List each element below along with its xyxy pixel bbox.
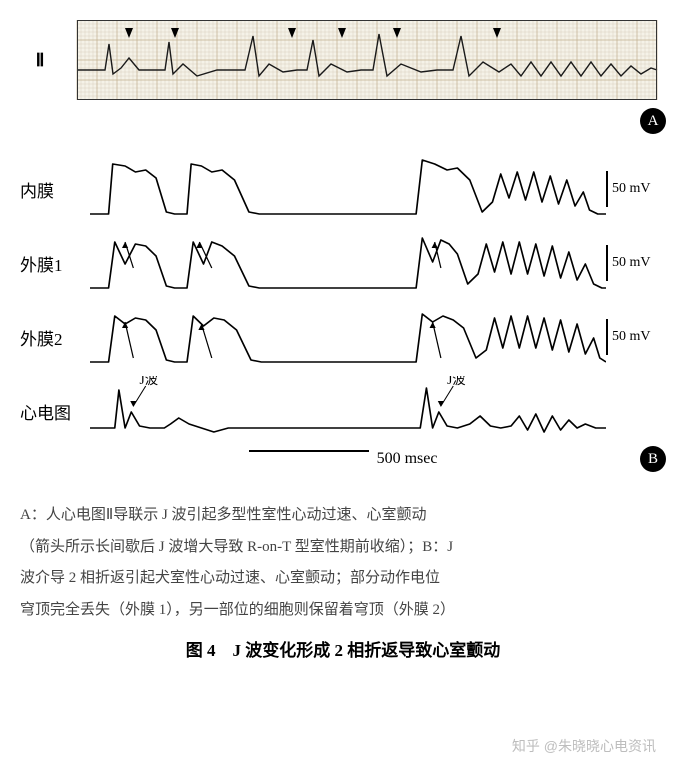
traces-container: 内膜 50 mV 外膜1 50 mV 外膜2 50 mV 心电图 J波 J波 — [20, 154, 666, 446]
watermark: 知乎 @朱晓晓心电资讯 — [512, 736, 656, 756]
scale-bar: 50 mV — [606, 171, 666, 207]
scale-line — [606, 319, 608, 355]
scale-text: 50 mV — [612, 255, 651, 271]
panel-a: Ⅱ — [20, 20, 666, 100]
scale-text: 50 mV — [612, 181, 651, 197]
trace-row-3: 心电图 J波 J波 — [20, 376, 666, 446]
trace-row-1: 外膜1 50 mV — [20, 228, 666, 298]
trace-label: 心电图 — [20, 399, 90, 424]
trace-svg: J波 J波 — [90, 376, 606, 446]
svg-text:J波: J波 — [447, 376, 466, 387]
trace-row-0: 内膜 50 mV — [20, 154, 666, 224]
caption-line-1: A：人心电图Ⅱ导联示 J 波引起多型性室性心动过速、心室颤动 — [20, 500, 666, 532]
scale-line — [606, 245, 608, 281]
trace-svg — [90, 302, 606, 372]
lead-label: Ⅱ — [20, 50, 60, 71]
caption-line-3: 波介导 2 相折返引起犬室性心动过速、心室颤动；部分动作电位 — [20, 563, 666, 595]
scale-bar: 50 mV — [606, 319, 666, 355]
trace-svg — [90, 228, 606, 298]
time-scale-label: 500 msec — [377, 450, 438, 467]
trace-svg — [90, 154, 606, 224]
trace-row-2: 外膜2 50 mV — [20, 302, 666, 372]
panel-b: 内膜50 mV外膜150 mV外膜250 mV心电图J波J波 500 msec … — [20, 154, 666, 472]
trace-label: 内膜 — [20, 177, 90, 202]
svg-text:J波: J波 — [140, 376, 159, 387]
trace-label: 外膜1 — [20, 251, 90, 276]
scale-line — [606, 171, 608, 207]
time-scale-bar — [249, 450, 369, 452]
badge-b: B — [640, 446, 666, 472]
scale-bar: 50 mV — [606, 245, 666, 281]
scale-text: 50 mV — [612, 329, 651, 345]
ecg-strip-a — [68, 20, 666, 100]
caption-line-2: （箭头所示长间歇后 J 波增大导致 R-on-T 型室性期前收缩）；B：J — [20, 532, 666, 564]
panel-a-badge-row: A — [20, 108, 666, 134]
badge-a: A — [640, 108, 666, 134]
figure-caption: A：人心电图Ⅱ导联示 J 波引起多型性室性心动过速、心室颤动 （箭头所示长间歇后… — [20, 500, 666, 626]
figure-title: 图 4 J 波变化形成 2 相折返导致心室颤动 — [20, 636, 666, 661]
trace-label: 外膜2 — [20, 325, 90, 350]
caption-line-4: 穹顶完全丢失（外膜 1），另一部位的细胞则保留着穹顶（外膜 2） — [20, 595, 666, 627]
